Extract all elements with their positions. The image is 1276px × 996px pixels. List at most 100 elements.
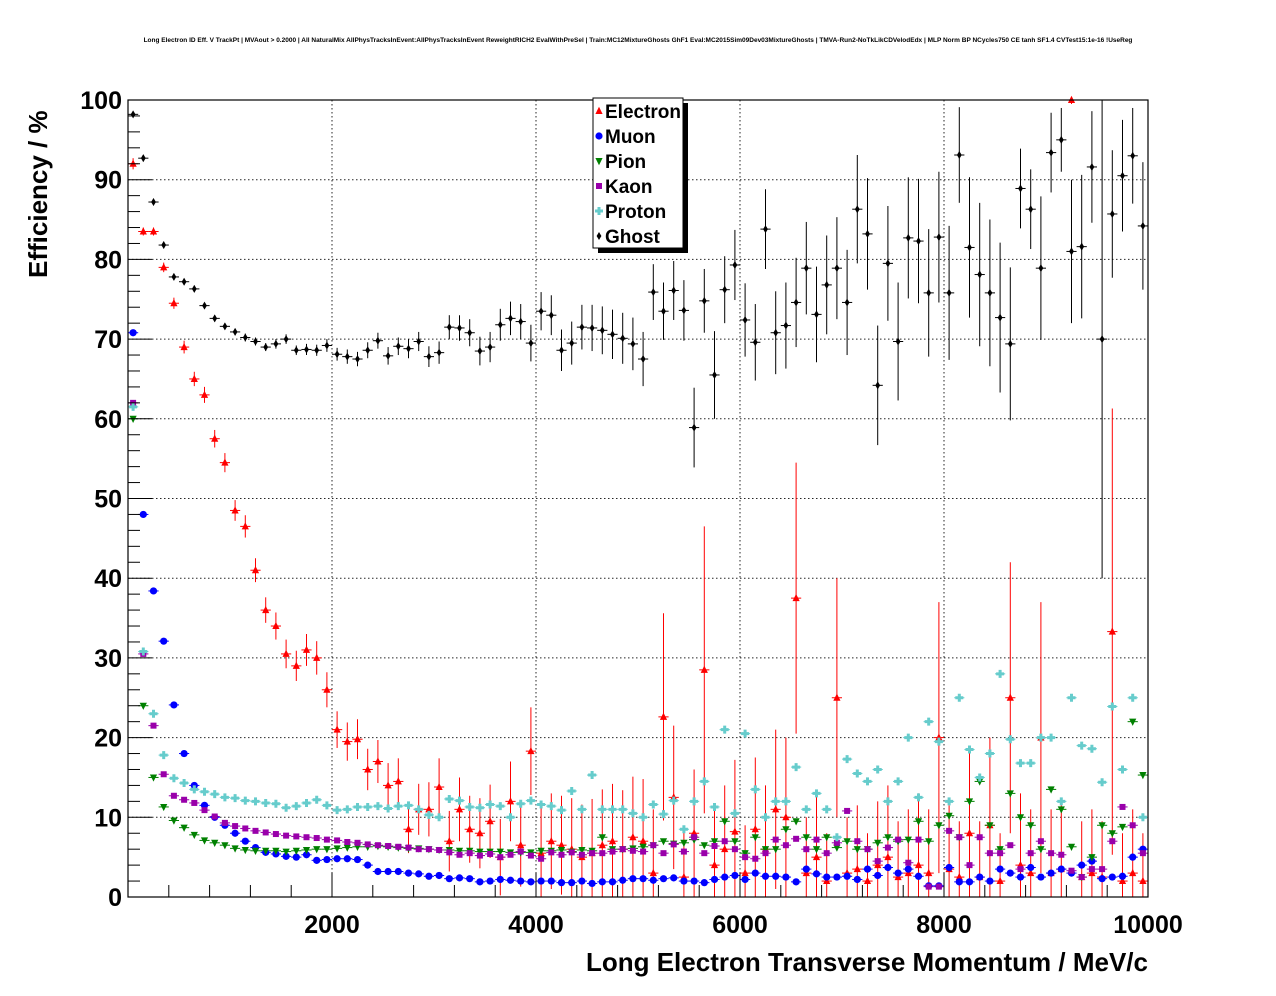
ghost-point xyxy=(559,346,564,355)
kaon-point xyxy=(1129,822,1136,829)
ghost-point xyxy=(477,347,483,356)
kaon-point xyxy=(660,850,667,857)
kaon-point xyxy=(650,842,657,849)
muon-point xyxy=(160,637,168,645)
ghost-point xyxy=(610,330,615,339)
ghost-point xyxy=(140,154,146,163)
y-tick-label: 40 xyxy=(94,565,122,593)
proton-point xyxy=(914,793,923,802)
proton-point xyxy=(312,795,321,804)
pion-point xyxy=(1037,846,1045,854)
proton-point xyxy=(271,799,280,808)
kaon-point xyxy=(578,851,585,858)
kaon-point xyxy=(813,836,820,843)
pion-point xyxy=(731,838,739,846)
kaon-point xyxy=(854,838,861,845)
legend-box xyxy=(592,97,684,249)
pion-point xyxy=(1108,830,1116,838)
x-tick-label: 4000 xyxy=(508,911,564,939)
kaon-point xyxy=(252,827,259,834)
electron-point xyxy=(527,746,535,755)
proton-point xyxy=(169,774,178,783)
electron-point xyxy=(262,605,270,614)
proton-point xyxy=(577,805,586,814)
muon-point xyxy=(180,749,188,758)
ghost-point xyxy=(956,150,962,159)
pion-point xyxy=(1057,806,1065,814)
kaon-point xyxy=(956,834,963,841)
electron-point xyxy=(874,860,882,869)
electron-point xyxy=(996,876,1004,885)
muon-point xyxy=(792,878,800,886)
electron-point xyxy=(812,852,821,861)
proton-point xyxy=(1087,744,1096,753)
kaon-point xyxy=(558,851,565,858)
electron-point xyxy=(241,522,249,530)
legend-label-pion: Pion xyxy=(605,152,646,173)
proton-point xyxy=(537,800,546,809)
proton-point xyxy=(924,717,933,726)
kaon-point xyxy=(425,846,432,853)
pion-point xyxy=(455,847,464,855)
muon-point xyxy=(782,873,790,881)
kaon-point xyxy=(976,834,983,841)
kaon-point xyxy=(782,842,789,849)
ghost-point xyxy=(793,298,799,307)
kaon-point xyxy=(1139,850,1146,857)
proton-point xyxy=(996,669,1005,678)
ghost-point xyxy=(334,350,340,359)
x-axis-label: Long Electron Transverse Momentum / MeV/… xyxy=(586,947,1148,977)
muon-point xyxy=(731,871,739,880)
proton-point xyxy=(445,794,454,803)
y-tick-label: 100 xyxy=(80,87,122,115)
ghost-point xyxy=(304,345,309,354)
ghost-point xyxy=(508,314,513,323)
electron-point xyxy=(1118,876,1127,885)
muon-point xyxy=(1016,873,1025,881)
proton-point xyxy=(231,794,240,803)
y-tick-label: 20 xyxy=(94,725,122,753)
electron-point xyxy=(506,797,515,805)
kaon-point xyxy=(905,859,912,866)
ghost-point xyxy=(640,355,646,364)
muon-point xyxy=(476,878,484,886)
legend-marker-kaon xyxy=(596,183,602,189)
kaon-point xyxy=(456,851,463,858)
kaon-point xyxy=(1078,874,1085,881)
pion-point xyxy=(700,842,708,850)
pion-point xyxy=(996,846,1004,854)
proton-point xyxy=(220,793,229,802)
pion-point xyxy=(282,848,290,856)
ghost-point xyxy=(814,310,819,319)
ghost-point xyxy=(1140,221,1146,230)
proton-point xyxy=(435,813,444,822)
kaon-point xyxy=(364,841,371,848)
ghost-point xyxy=(212,314,218,323)
kaon-point xyxy=(415,846,422,853)
proton-point xyxy=(843,755,852,764)
proton-point xyxy=(904,733,913,742)
kaon-point xyxy=(303,834,310,841)
kaon-point xyxy=(476,852,483,859)
kaon-point xyxy=(334,837,341,844)
ghost-point xyxy=(222,322,228,331)
proton-point xyxy=(659,810,668,819)
kaon-point xyxy=(1058,851,1065,858)
ghost-point xyxy=(1089,162,1095,171)
electron-point xyxy=(782,813,790,821)
kaon-point xyxy=(446,849,453,856)
legend-label-electron: Electron xyxy=(605,102,681,123)
pion-point xyxy=(976,778,984,786)
muon-point xyxy=(231,829,239,837)
x-tick-label: 2000 xyxy=(304,911,360,939)
kaon-point xyxy=(874,858,881,865)
proton-point xyxy=(883,797,892,806)
pion-point xyxy=(925,838,933,846)
pion-point xyxy=(1118,823,1127,832)
pion-point xyxy=(884,834,892,842)
pion-point xyxy=(965,798,974,806)
electron-point xyxy=(884,852,892,861)
pion-point xyxy=(1067,843,1076,851)
pion-point xyxy=(496,848,504,856)
muon-point xyxy=(1078,861,1086,869)
